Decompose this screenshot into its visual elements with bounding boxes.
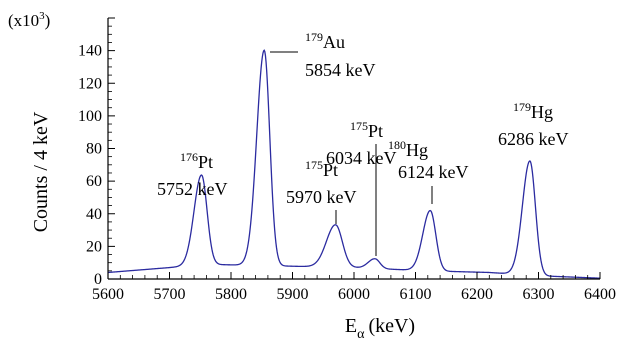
peak-label-180hg-isotope: 180Hg bbox=[388, 138, 428, 160]
x-tick-label: 5700 bbox=[154, 286, 186, 303]
x-tick-label: 6100 bbox=[400, 286, 432, 303]
peak-label-176pt-isotope: 176Pt bbox=[180, 150, 213, 172]
y-axis-title: Counts / 4 keV bbox=[30, 111, 52, 232]
peak-label-179hg-energy: 6286 keV bbox=[498, 129, 569, 149]
x-tick-label: 5900 bbox=[277, 286, 309, 303]
axes-layer: 5600 5700 5800 5900 6000 6100 6200 6300 6400 0 20 4… bbox=[78, 17, 616, 303]
y-tick-label: 100 bbox=[78, 108, 102, 125]
x-axis-title: Eα (keV) bbox=[345, 315, 415, 342]
x-tick-label: 6400 bbox=[584, 286, 616, 303]
peak-label-180hg-energy: 6124 keV bbox=[398, 162, 469, 182]
peak-label-175pt-b-energy: 6034 keV bbox=[326, 148, 397, 168]
x-tick-label: 6200 bbox=[461, 286, 493, 303]
y-tick-label: 80 bbox=[86, 141, 102, 158]
peak-label-179au-isotope: 179Au bbox=[305, 30, 345, 52]
y-tick-label: 120 bbox=[78, 75, 102, 92]
y-scale-note: (x103) bbox=[8, 10, 50, 30]
y-tick-label: 0 bbox=[94, 271, 102, 288]
peak-label-175pt-a-isotope: 175Pt bbox=[305, 158, 338, 180]
x-tick-label: 6300 bbox=[523, 286, 555, 303]
x-tick-label: 5800 bbox=[215, 286, 247, 303]
y-tick-label: 60 bbox=[86, 173, 102, 190]
peak-label-176pt-energy: 5752 keV bbox=[157, 179, 228, 199]
peak-label-175pt-b-isotope: 175Pt bbox=[350, 119, 383, 141]
labels-layer: (x103) Counts / 4 keV Eα (keV) 176Pt 5752… bbox=[8, 10, 569, 342]
spectrum-line bbox=[107, 49, 601, 279]
peak-label-179au-energy: 5854 keV bbox=[305, 60, 376, 80]
y-tick-label: 40 bbox=[86, 206, 102, 223]
peak-label-179hg-isotope: 179Hg bbox=[513, 100, 553, 122]
spectrum-layer bbox=[107, 49, 601, 279]
peak-label-175pt-a-energy: 5970 keV bbox=[286, 187, 357, 207]
x-tick-label: 6000 bbox=[338, 286, 370, 303]
x-tick-label: 5600 bbox=[92, 286, 124, 303]
y-tick-label: 20 bbox=[86, 238, 102, 255]
y-tick-label: 140 bbox=[78, 43, 102, 60]
